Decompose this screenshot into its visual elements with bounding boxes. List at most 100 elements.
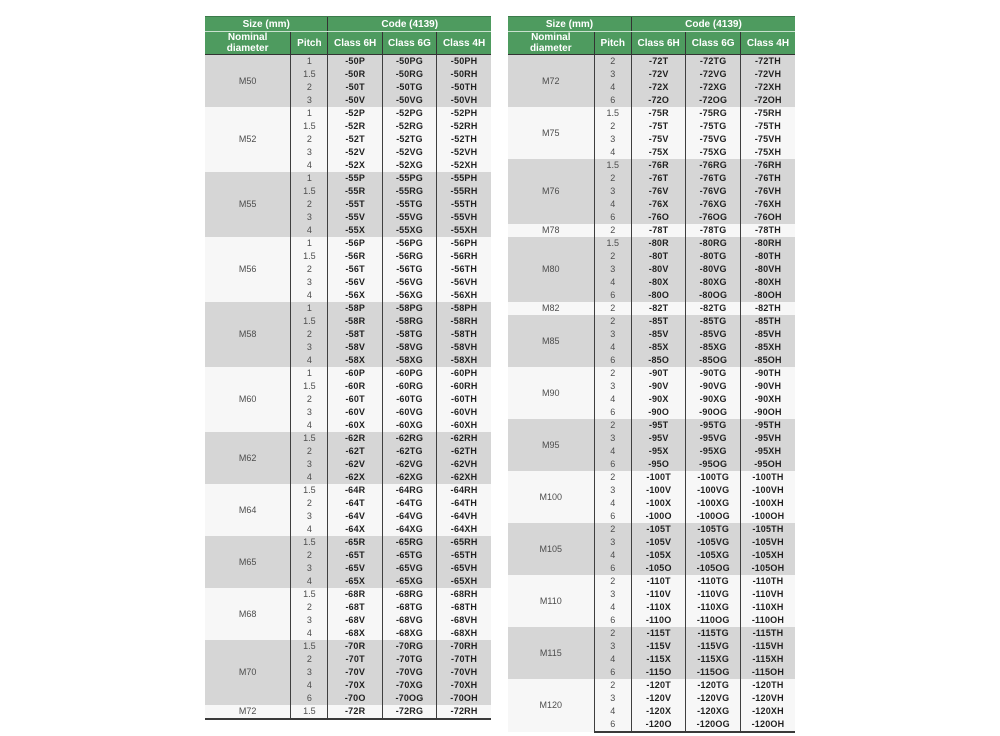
- code-class-6g-cell: -60RG: [381, 380, 437, 393]
- pitch-cell: 3: [290, 94, 328, 107]
- code-class-6h-cell: -64V: [327, 510, 383, 523]
- nominal-diameter-cell: M50: [205, 54, 291, 107]
- table-row: 3 -65V -65VG -65VH: [205, 562, 491, 575]
- code-class-6g-cell: -105TG: [685, 523, 741, 536]
- code-class-6h-cell: -60X: [327, 419, 383, 432]
- pitch-cell: 4: [593, 393, 632, 406]
- code-class-6g-cell: -68XG: [381, 627, 437, 640]
- pitch-cell: 1.5: [290, 536, 328, 549]
- code-class-4h-cell: -70RH: [436, 640, 491, 653]
- code-class-6h-cell: -95T: [630, 419, 686, 432]
- pitch-cell: 1: [290, 302, 328, 315]
- pitch-cell: 1: [290, 367, 328, 380]
- code-class-6g-cell: -56RG: [381, 250, 437, 263]
- code-class-6h-cell: -58V: [327, 341, 383, 354]
- code-class-6h-cell: -105X: [630, 549, 686, 562]
- code-class-6g-cell: -100VG: [685, 484, 741, 497]
- code-class-6g-cell: -120VG: [685, 692, 741, 705]
- code-class-6g-cell: -68VG: [381, 614, 437, 627]
- table-row: 2 -76T -76TG -76TH: [508, 172, 795, 185]
- code-class-6h-cell: -56R: [327, 250, 383, 263]
- table-row: 1.5 -58R -58RG -58RH: [205, 315, 491, 328]
- code-class-6h-cell: -50R: [327, 68, 383, 81]
- code-class-6g-cell: -115VG: [685, 640, 741, 653]
- code-class-4h-cell: -72VH: [739, 68, 795, 81]
- code-class-4h-cell: -56PH: [436, 237, 491, 250]
- nominal-diameter-cell: M72: [205, 705, 291, 720]
- table-row: 2 -60T -60TG -60TH: [205, 393, 491, 406]
- code-class-6g-cell: -105XG: [685, 549, 741, 562]
- nominal-diameter-cell: M90: [508, 367, 595, 419]
- code-class-4h-cell: -55PH: [436, 172, 491, 185]
- code-class-6g-cell: -65TG: [381, 549, 437, 562]
- nominal-diameter-cell: M56: [205, 237, 291, 302]
- code-class-6g-cell: -50RG: [381, 68, 437, 81]
- code-class-6h-cell: -100V: [630, 484, 686, 497]
- table-row: M65 1.5 -65R -65RG -65RH: [205, 536, 491, 588]
- code-class-6h-cell: -68X: [327, 627, 383, 640]
- code-class-6g-cell: -72VG: [685, 68, 741, 81]
- pitch-cell: 4: [290, 575, 328, 588]
- code-class-6g-cell: -78TG: [685, 224, 741, 237]
- code-class-4h-cell: -90VH: [739, 380, 795, 393]
- table-row: 2 -62T -62TG -62TH: [205, 445, 491, 458]
- code-class-6h-cell: -80V: [630, 263, 686, 276]
- pitch-cell: 4: [593, 198, 632, 211]
- code-class-6h-cell: -60R: [327, 380, 383, 393]
- code-class-6g-cell: -70OG: [381, 692, 437, 705]
- code-class-4h-cell: -115VH: [739, 640, 795, 653]
- table-row: 1.5 -56R -56RG -56RH: [205, 250, 491, 263]
- code-class-6h-cell: -65T: [327, 549, 383, 562]
- nominal-diameter-cell: M65: [205, 536, 291, 588]
- code-class-6g-cell: -80RG: [685, 237, 741, 250]
- table-row: 3 -64V -64VG -64VH: [205, 510, 491, 523]
- code-class-6h-cell: -75T: [630, 120, 686, 133]
- pitch-column-header: Pitch: [290, 31, 328, 55]
- code-class-4h-cell: -105TH: [739, 523, 795, 536]
- code-class-4h-cell: -55VH: [436, 211, 491, 224]
- code-class-4h-cell: -75XH: [739, 146, 795, 159]
- table-row: 4 -70X -70XG -70XH: [205, 679, 491, 692]
- code-group-header: Code (4139): [630, 16, 795, 32]
- code-class-6g-cell: -60PG: [381, 367, 437, 380]
- code-class-6g-cell: -76OG: [685, 211, 741, 224]
- class-6h-column-header: Class 6H: [327, 31, 383, 55]
- code-class-4h-cell: -85OH: [739, 354, 795, 367]
- code-class-4h-cell: -62XH: [436, 471, 491, 484]
- code-class-4h-cell: -56RH: [436, 250, 491, 263]
- code-class-4h-cell: -72OH: [739, 94, 795, 107]
- code-class-4h-cell: -80VH: [739, 263, 795, 276]
- table-row: M62 1.5 -62R -62RG -62RH: [205, 432, 491, 484]
- pitch-cell: 2: [290, 445, 328, 458]
- code-class-6h-cell: -56P: [327, 237, 383, 250]
- code-class-6h-cell: -105O: [630, 562, 686, 575]
- code-class-4h-cell: -120OH: [739, 718, 795, 733]
- code-class-6g-cell: -76VG: [685, 185, 741, 198]
- table-row: 3 -70V -70VG -70VH: [205, 666, 491, 679]
- code-class-6g-cell: -72XG: [685, 81, 741, 94]
- code-class-6g-cell: -52TG: [381, 133, 437, 146]
- code-class-4h-cell: -58XH: [436, 354, 491, 367]
- code-class-6g-cell: -52VG: [381, 146, 437, 159]
- table-row: M110 2 -110T -110TG -110TH: [508, 575, 795, 627]
- code-class-4h-cell: -82TH: [739, 302, 795, 315]
- code-class-6g-cell: -62TG: [381, 445, 437, 458]
- code-class-4h-cell: -50PH: [436, 54, 491, 68]
- code-class-4h-cell: -120TH: [739, 679, 795, 692]
- code-class-6h-cell: -105V: [630, 536, 686, 549]
- code-class-4h-cell: -68RH: [436, 588, 491, 601]
- code-class-4h-cell: -52RH: [436, 120, 491, 133]
- code-class-4h-cell: -50RH: [436, 68, 491, 81]
- nominal-diameter-cell: M64: [205, 484, 291, 536]
- table-row: 3 -55V -55VG -55VH: [205, 211, 491, 224]
- code-class-6g-cell: -80OG: [685, 289, 741, 302]
- nominal-diameter-cell: M78: [508, 224, 595, 237]
- code-class-4h-cell: -105VH: [739, 536, 795, 549]
- table-row: 4 -75X -75XG -75XH: [508, 146, 795, 159]
- code-class-6g-cell: -90OG: [685, 406, 741, 419]
- pitch-cell: 4: [593, 653, 632, 666]
- pitch-cell: 1.5: [290, 185, 328, 198]
- code-class-4h-cell: -76TH: [739, 172, 795, 185]
- table-row: 3 -95V -95VG -95VH: [508, 432, 795, 445]
